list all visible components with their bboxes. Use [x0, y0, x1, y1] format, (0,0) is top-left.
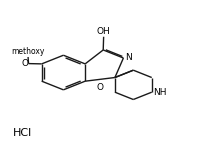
Text: O: O [21, 59, 28, 68]
Text: NH: NH [153, 88, 167, 97]
Text: OH: OH [97, 27, 110, 36]
Text: HCl: HCl [12, 128, 32, 138]
Text: N: N [126, 53, 132, 62]
Text: O: O [97, 83, 104, 92]
Text: methoxy: methoxy [11, 47, 45, 56]
